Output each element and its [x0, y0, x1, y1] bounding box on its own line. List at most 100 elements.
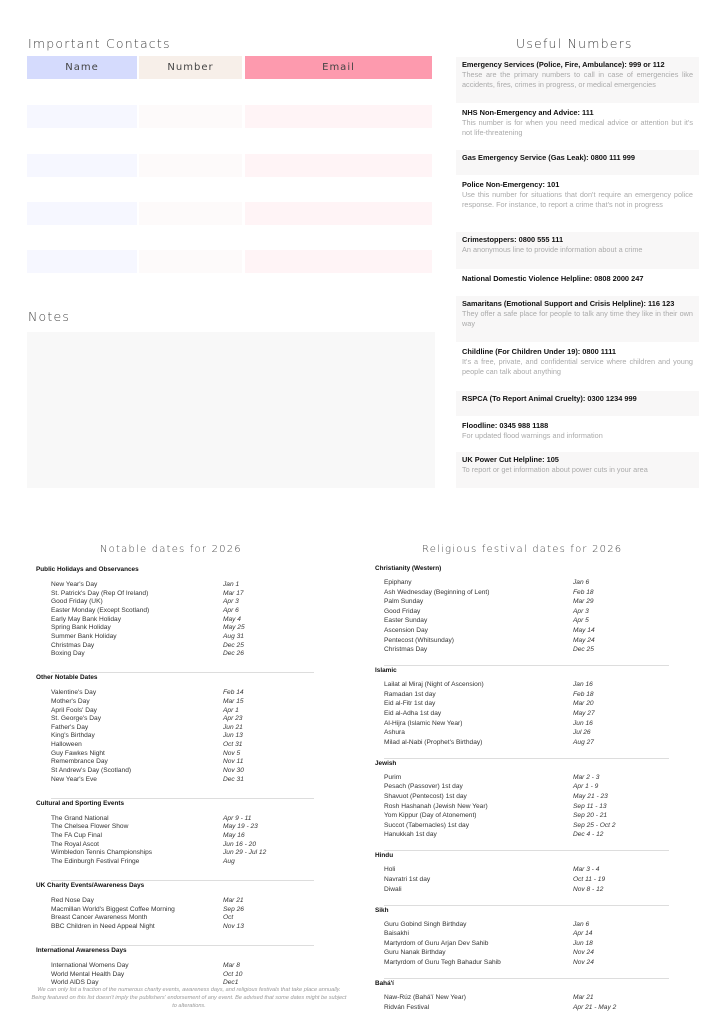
email-header: Email [245, 56, 432, 79]
date-row: Wimbledon Tennis Championships Jun 29 - J… [51, 849, 314, 857]
event-date: Aug 27 [573, 738, 594, 746]
date-row: Macmillan World's Biggest Coffee Morning… [51, 906, 314, 914]
useful-number-description: These are the primary numbers to call in… [462, 70, 693, 89]
date-row: Mother's Day Mar 15 [51, 698, 314, 706]
section-divider [51, 672, 314, 674]
event-name: Ash Wednesday (Beginning of Lent) [384, 588, 490, 596]
date-row: King's Birthday Jun 13 [51, 732, 314, 740]
contact-email-cell[interactable] [245, 105, 432, 129]
event-date: Feb 18 [573, 588, 594, 596]
event-name: Ramadan 1st day [384, 690, 436, 698]
event-name: St Andrew's Day (Scotland) [51, 767, 132, 775]
date-row: Eid al-Fitr 1st day Mar 20 [384, 700, 669, 708]
date-row: Boxing Day Dec 26 [51, 650, 314, 658]
contact-name-cell[interactable] [27, 81, 137, 104]
event-date: Sep 11 - 13 [573, 802, 607, 810]
contact-email-cell[interactable] [245, 250, 432, 274]
useful-number-title: NHS Non-Emergency and Advice: 111 [462, 108, 594, 117]
event-name: New Year's Eve [51, 775, 97, 783]
section-heading: Hindu [375, 852, 394, 860]
contact-email-cell[interactable] [245, 177, 432, 201]
number-header: Number [139, 56, 242, 79]
contact-name-cell[interactable] [27, 177, 137, 201]
event-date: Mar 29 [573, 598, 594, 606]
event-date: May 4 [223, 615, 241, 623]
event-date: Nov 11 [223, 758, 244, 766]
useful-number-card: UK Power Cut Helpline: 105 To report or g… [456, 452, 699, 488]
contact-number-cell[interactable] [139, 105, 242, 129]
event-name: Purim [384, 773, 402, 781]
notable-dates-title: Notable dates for 2026 [100, 544, 242, 555]
date-row: New Year's Eve Dec 31 [51, 776, 314, 784]
event-name: Remembrance Day [51, 758, 108, 766]
contact-name-cell[interactable] [27, 153, 137, 177]
event-date: Mar 8 [223, 961, 240, 969]
useful-number-description: They offer a safe place for people to ta… [462, 309, 693, 328]
contact-email-cell[interactable] [245, 153, 432, 177]
event-name: BBC Children in Need Appeal Night [51, 922, 155, 930]
date-row: Eid al-Adha 1st day May 27 [384, 710, 669, 718]
contact-number-cell[interactable] [139, 226, 242, 250]
date-row: Martyrdom of Guru Arjan Dev Sahib Jun 18 [384, 940, 669, 948]
contact-name-cell[interactable] [27, 250, 137, 274]
date-row: Lailat al Miraj (Night of Ascension) Jan … [384, 681, 669, 689]
event-name: The Royal Ascot [51, 840, 100, 848]
event-date: Jul 26 [573, 729, 591, 737]
event-name: Pentecost (Whitsunday) [384, 636, 454, 644]
event-name: Macmillan World's Biggest Coffee Morning [51, 905, 175, 913]
section-divider [384, 904, 669, 906]
contact-number-cell[interactable] [139, 177, 242, 201]
religious-dates-title: Religious festival dates for 2026 [422, 544, 623, 555]
event-date: Sep 25 - Oct 2 [573, 821, 616, 829]
event-name: The Chelsea Flower Show [51, 823, 129, 831]
useful-number-description: To report or get information about power… [462, 465, 648, 474]
date-row: Milad al-Nabi (Prophet's Birthday) Aug 27 [384, 739, 669, 747]
event-date: Dec 26 [223, 650, 244, 658]
contact-number-cell[interactable] [139, 153, 242, 177]
useful-number-description: It's a free, private, and confidential s… [462, 357, 693, 376]
date-row: BBC Children in Need Appeal Night Nov 13 [51, 923, 314, 931]
event-name: Palm Sunday [384, 598, 424, 606]
date-row: Red Nose Day Mar 21 [51, 897, 314, 905]
event-date: Dec 25 [573, 646, 594, 654]
date-row: Spring Bank Holiday May 25 [51, 624, 314, 632]
section-divider [384, 757, 669, 759]
date-row: Ascension Day May 14 [384, 627, 669, 635]
event-name: Ashura [384, 729, 405, 737]
event-name: Baisakhi [384, 930, 409, 938]
event-date: Apr 14 [573, 930, 593, 938]
useful-number-title: National Domestic Violence Helpline: 080… [462, 274, 644, 283]
date-row: New Year's Day Jan 1 [51, 581, 314, 589]
contact-number-cell[interactable] [139, 250, 242, 274]
event-date: Nov 24 [573, 959, 594, 966]
contact-number-cell[interactable] [139, 202, 242, 225]
event-date: Feb 18 [573, 690, 594, 698]
event-date: Jan 6 [573, 579, 590, 586]
event-date: Jun 21 [223, 723, 243, 731]
event-name: St. Patrick's Day (Rep Of Ireland) [51, 589, 149, 597]
contact-name-cell[interactable] [27, 202, 137, 225]
date-row: Good Friday (UK) Apr 3 [51, 598, 314, 606]
event-name: April Fools' Day [51, 706, 97, 714]
event-name: Pesach (Passover) 1st day [384, 783, 463, 791]
contact-name-cell[interactable] [27, 129, 137, 153]
useful-number-title: Police Non-Emergency: 101 [462, 180, 560, 189]
contact-number-cell[interactable] [139, 129, 242, 153]
contact-email-cell[interactable] [245, 129, 432, 153]
event-date: Mar 20 [573, 700, 594, 708]
contact-name-cell[interactable] [27, 105, 137, 129]
contact-email-cell[interactable] [245, 81, 432, 104]
contact-email-cell[interactable] [245, 226, 432, 250]
event-name: Wimbledon Tennis Championships [51, 849, 153, 857]
event-name: Christmas Day [51, 641, 95, 649]
event-date: May 19 - 23 [223, 823, 258, 831]
contact-email-cell[interactable] [245, 202, 432, 225]
date-row: Guru Gobind Singh Birthday Jan 6 [384, 921, 669, 929]
notes-area[interactable] [27, 332, 435, 488]
contact-number-cell[interactable] [139, 81, 242, 104]
date-row: Breast Cancer Awareness Month Oct [51, 914, 314, 922]
date-row: Hanukkah 1st day Dec 4 - 12 [384, 831, 669, 839]
date-row: Ridván Festival Apr 21 - May 2 [384, 1004, 669, 1012]
contact-name-cell[interactable] [27, 226, 137, 250]
section-heading: Cultural and Sporting Events [36, 799, 125, 807]
